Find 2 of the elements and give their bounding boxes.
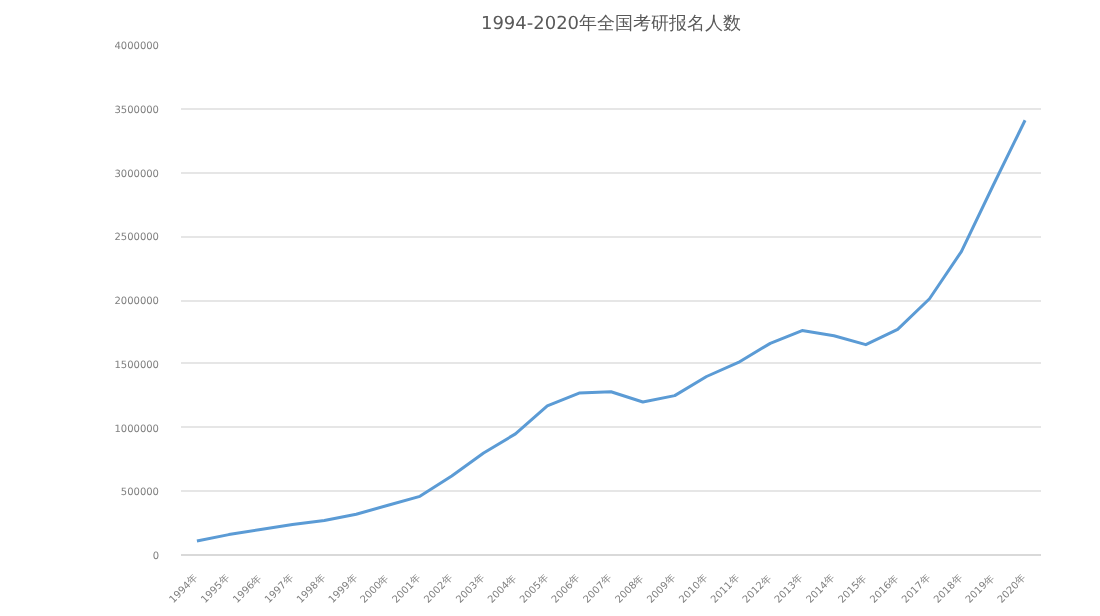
line-series — [195, 118, 1027, 543]
chart-title: 1994-2020年全国考研报名人数 — [480, 13, 742, 35]
